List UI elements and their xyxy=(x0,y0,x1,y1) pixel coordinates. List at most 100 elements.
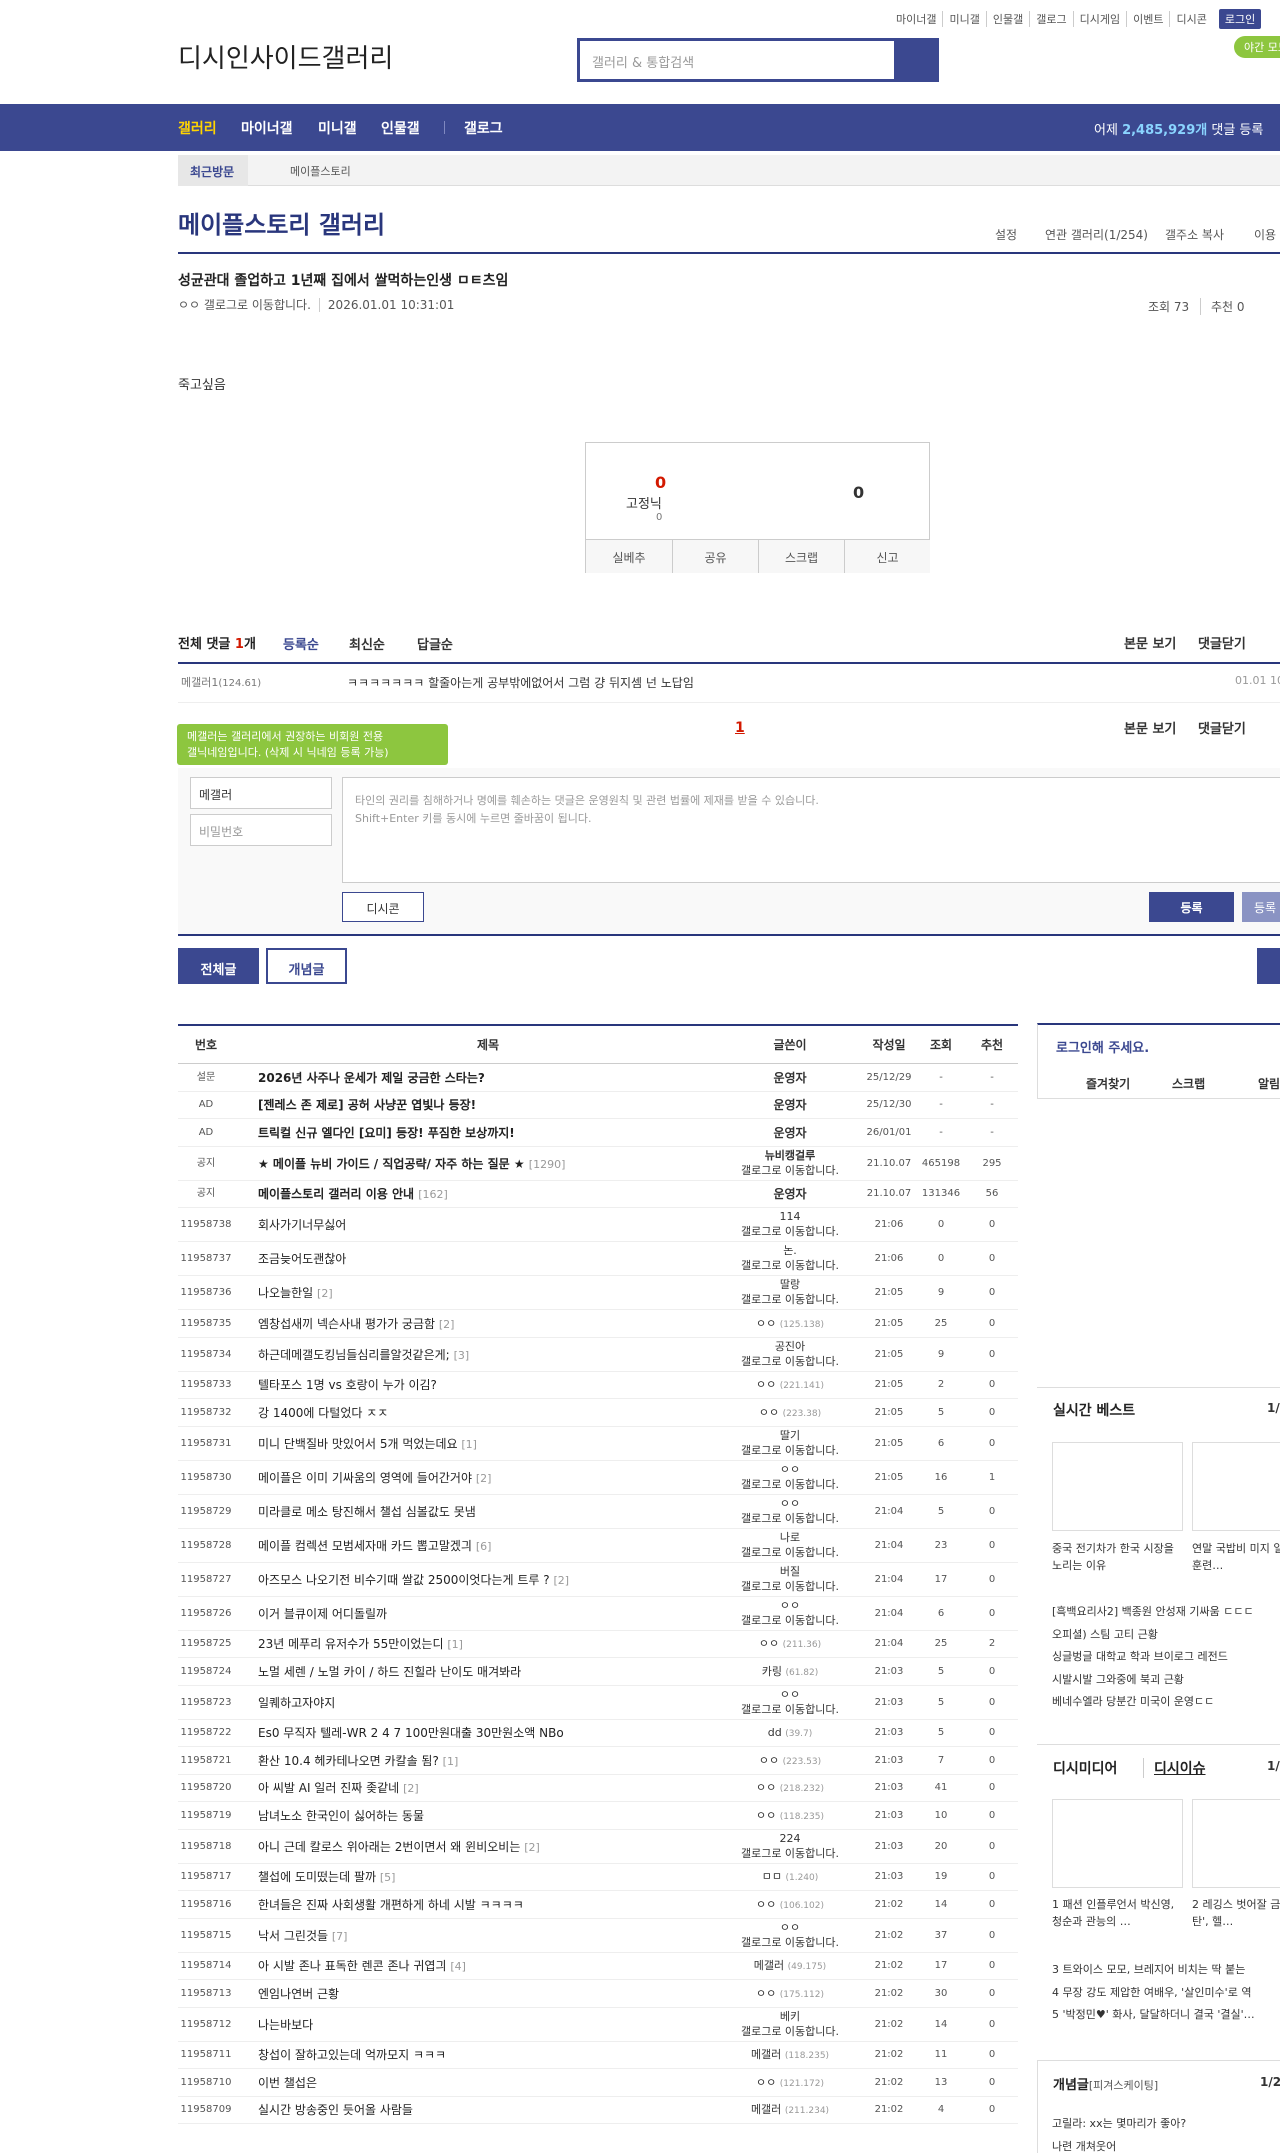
post-writer-cell[interactable]: 메갤러 (211.234) xyxy=(718,2102,862,2119)
login-prompt[interactable]: 로그인해 주세요. xyxy=(1056,1041,1150,1056)
writer-gallog[interactable]: 갤로그로 이동합니다. xyxy=(740,1613,840,1627)
login-button[interactable]: 로그인 xyxy=(1218,9,1262,29)
post-writer[interactable]: 공진아 xyxy=(774,1339,806,1353)
media-tab[interactable]: 디시미디어 xyxy=(1053,1761,1118,1777)
post-title-cell[interactable]: 남녀노소 한국인이 싫어하는 동물 xyxy=(258,1808,718,1824)
media-item[interactable]: 5 '박정민♥' 화사, 달달하더니 결국 '결실'… xyxy=(1052,2008,1255,2022)
writer-gallog[interactable]: 갤로그로 이동합니다. xyxy=(740,1477,840,1491)
writer-gallog[interactable]: 갤로그로 이동합니다. xyxy=(740,1579,840,1593)
post-title-cell[interactable]: 조금늦어도괜찮아 xyxy=(258,1251,718,1267)
post-title-cell[interactable]: 이거 블큐이제 어디돌릴까 xyxy=(258,1606,718,1622)
writer-gallog[interactable]: 갤로그로 이동합니다. xyxy=(740,1935,840,1949)
media-thumb[interactable] xyxy=(1052,1799,1183,1888)
best-caption[interactable]: 중국 전기차가 한국 시장을 노리는 이유 xyxy=(1052,1542,1174,1572)
search-box[interactable]: 갤러리 & 통합검색 xyxy=(577,38,939,82)
login-link[interactable]: 즐겨찾기 xyxy=(1086,1077,1131,1091)
login-link[interactable]: 알림 xyxy=(1258,1077,1280,1091)
post-writer-cell[interactable]: dd (39.7) xyxy=(718,1725,862,1742)
best-thumb[interactable] xyxy=(1052,1442,1183,1531)
post-writer[interactable]: ㅇㅇ xyxy=(779,1920,801,1934)
recommend-up[interactable]: 0 xyxy=(655,473,667,492)
post-title-cell[interactable]: 미니 단백질바 맛있어서 5개 먹었는데요 [1] xyxy=(258,1436,718,1453)
comment-action[interactable]: 댓글닫기 xyxy=(1198,637,1246,652)
recommend-button[interactable]: 공유 xyxy=(672,539,758,573)
concept-item[interactable]: 고릴라: xx는 몇마리가 좋아? xyxy=(1052,2117,1187,2130)
nav-item[interactable]: 미니갤 xyxy=(318,121,357,137)
post-writer[interactable]: ㅇㅇ xyxy=(779,1687,801,1701)
post-writer[interactable]: ㅇㅇ xyxy=(779,1598,801,1612)
post-writer[interactable]: 나로 xyxy=(779,1530,801,1544)
post-writer-cell[interactable]: ㅇㅇ (121.172) xyxy=(718,2075,862,2092)
post-writer-cell[interactable]: ㅇㅇ (223.53) xyxy=(718,1753,862,1770)
login-link[interactable]: 스크랩 xyxy=(1172,1077,1206,1091)
comment-sort[interactable]: 등록순 xyxy=(283,638,319,653)
writer-gallog[interactable]: 갤로그로 이동합니다. xyxy=(740,1354,840,1368)
post-title-cell[interactable]: 메이플은 이미 기싸움의 영역에 들어간거야 [2] xyxy=(258,1470,718,1487)
post-writer[interactable]: 224 xyxy=(779,1831,801,1845)
top-link[interactable]: 이벤트 xyxy=(1126,11,1169,27)
post-writer[interactable]: 딸랑 xyxy=(779,1278,801,1291)
nav-item[interactable]: 인물갤 xyxy=(381,121,420,137)
post-writer[interactable]: 뉴비캥걸루 xyxy=(764,1148,816,1162)
gallery-link[interactable]: 설정 xyxy=(995,228,1018,242)
comment-action[interactable]: 댓글닫기 xyxy=(1198,722,1246,737)
post-title-cell[interactable]: 아즈모스 나오기전 비수기때 쌀값 2500이엇다는게 트루 ? [2] xyxy=(258,1572,718,1589)
writer-gallog[interactable]: 갤로그로 이동합니다. xyxy=(740,1511,840,1525)
post-title-cell[interactable]: Es0 무직자 텔레-WR 2 4 7 100만원대출 30만원소액 NBo xyxy=(258,1725,718,1741)
submit-button-2[interactable]: 등록 xyxy=(1242,892,1280,922)
recommend-button[interactable]: 스크랩 xyxy=(758,539,844,573)
post-writer-cell[interactable]: 운영자 xyxy=(718,1097,862,1113)
post-title-cell[interactable]: 나는바보다 xyxy=(258,2017,718,2033)
post-title-cell[interactable]: 강 1400에 다털었다 ㅈㅈ xyxy=(258,1405,718,1421)
post-title-cell[interactable]: 23년 메푸리 유저수가 55만이었는디 [1] xyxy=(258,1636,718,1653)
nav-item[interactable]: 마이너갤 xyxy=(241,121,293,137)
best-thumb[interactable] xyxy=(1192,1442,1280,1531)
writer-gallog[interactable]: 갤로그로 이동합니다. xyxy=(740,1259,840,1272)
post-writer-cell[interactable]: 메갤러 (49.175) xyxy=(718,1958,862,1975)
comment-sort[interactable]: 최신순 xyxy=(349,638,385,653)
media-item[interactable]: 3 트와이스 모모, 브레지어 비치는 딱 붙는 xyxy=(1052,1963,1246,1976)
top-link[interactable]: 미니갤 xyxy=(942,11,985,27)
concept-item[interactable]: 나련 개쳐웃어 xyxy=(1052,2140,1117,2153)
post-writer-cell[interactable]: ㅇㅇ (125.138) xyxy=(718,1316,862,1333)
post-writer-cell[interactable]: ㅇㅇ (218.232) xyxy=(718,1780,862,1797)
top-link[interactable]: 마이너갤 xyxy=(896,13,937,26)
writer-gallog[interactable]: 갤로그로 이동합니다. xyxy=(740,1225,840,1238)
recommend-button[interactable]: 실베추 xyxy=(586,539,672,573)
post-writer-cell[interactable]: ㅇㅇ (106.102) xyxy=(718,1897,862,1914)
best-item[interactable]: 시발시발 그와중에 북괴 근황 xyxy=(1052,1672,1184,1686)
post-title-cell[interactable]: 한녀들은 진짜 사회생활 개편하게 하네 시발 ㅋㅋㅋㅋ xyxy=(258,1897,718,1913)
media-caption[interactable]: 2 레깅스 벗어잘 금 골반 2탄', 헬… xyxy=(1192,1898,1280,1928)
post-title-cell[interactable]: 2026년 사주나 운세가 제일 궁금한 스타는? xyxy=(258,1070,718,1086)
post-title-cell[interactable]: 엔임나연버 근황 xyxy=(258,1986,718,2002)
post-writer[interactable]: 베키 xyxy=(779,2009,801,2023)
media-thumb[interactable] xyxy=(1192,1799,1280,1888)
writer-gallog[interactable]: 갤로그로 이동합니다. xyxy=(740,1846,840,1860)
post-title-cell[interactable]: 텔타포스 1명 vs 호랑이 누가 이김? xyxy=(258,1377,718,1393)
post-title-cell[interactable]: 회사가기너무싫어 xyxy=(258,1217,718,1233)
post-title-cell[interactable]: 아 시발 존나 표독한 렌콘 존나 귀엽긔 [4] xyxy=(258,1958,718,1975)
post-title-cell[interactable]: 창섭이 잘하고있는데 억까모지 ㅋㅋㅋ xyxy=(258,2047,718,2063)
comment-page[interactable]: 1 xyxy=(735,720,745,736)
post-writer-cell[interactable]: 카링 (61.82) xyxy=(718,1664,862,1681)
media-item[interactable]: 4 무장 강도 제압한 여배우, '살인미수'로 역 xyxy=(1052,1985,1252,1999)
submit-button[interactable]: 등록 xyxy=(1149,892,1234,922)
post-writer[interactable]: 딸기 xyxy=(779,1428,801,1442)
night-mode[interactable]: 야간 모드 xyxy=(1234,36,1280,58)
writer-gallog[interactable]: 갤로그로 이동합니다. xyxy=(740,1545,840,1559)
nav-item[interactable]: 갤러리 xyxy=(178,121,217,137)
comment-sort[interactable]: 답글순 xyxy=(417,638,453,653)
writer-gallog[interactable]: 갤로그로 이동합니다. xyxy=(740,2024,840,2038)
post-title-cell[interactable]: 미라클로 메소 탕진해서 챌섭 심볼값도 못냄 xyxy=(258,1504,718,1520)
post-title-cell[interactable]: 나오늘한일 [2] xyxy=(258,1285,718,1302)
post-writer-cell[interactable]: 운영자 xyxy=(718,1186,862,1202)
recommend-button[interactable]: 신고 xyxy=(844,539,930,573)
post-title-cell[interactable]: 환산 10.4 헤카테나오면 카칼솔 됨? [1] xyxy=(258,1753,718,1770)
post-title-cell[interactable]: 챌섭에 도미떴는데 팔까 [5] xyxy=(258,1869,718,1886)
writer-gallog[interactable]: 갤로그로 이동합니다. xyxy=(740,1163,840,1177)
post-writer[interactable]: ㅇㅇ xyxy=(779,1496,801,1510)
logo[interactable]: 디시인사이드갤러리 xyxy=(178,38,393,75)
media-tab[interactable]: 디시이슈 xyxy=(1143,1758,1206,1778)
list-tab[interactable]: 전체글 xyxy=(178,948,259,984)
post-writer[interactable]: 버질 xyxy=(779,1564,801,1578)
